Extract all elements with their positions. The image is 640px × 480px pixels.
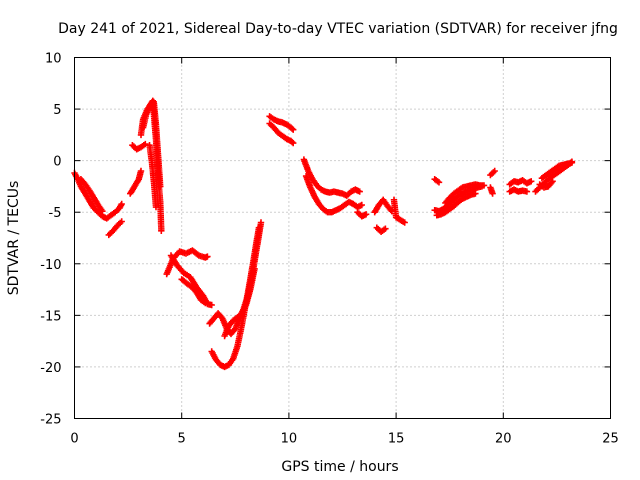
data-series-seg19 (354, 209, 370, 220)
data-series-seg11 (178, 276, 209, 307)
data-point (257, 219, 265, 226)
data-point (288, 138, 296, 146)
data-point (356, 188, 363, 195)
y-tick-label: -10 (40, 258, 61, 273)
data-series-seg23 (431, 176, 443, 186)
data-point (382, 225, 389, 232)
data-series-seg15 (266, 113, 297, 133)
y-tick-label: 5 (53, 103, 61, 118)
data-point (118, 200, 125, 208)
x-tick-label: 10 (281, 432, 298, 447)
x-tick-label: 20 (495, 432, 512, 447)
data-point (158, 227, 165, 234)
data-series-seg8 (146, 142, 160, 211)
data-series-seg26 (442, 181, 488, 207)
data-point (142, 140, 149, 148)
chart-title: Day 241 of 2021, Sidereal Day-to-day VTE… (58, 21, 618, 37)
data-point (137, 167, 145, 175)
data-point (528, 178, 535, 185)
data-point (290, 126, 297, 133)
y-tick-label: -20 (40, 361, 61, 376)
data-point (491, 167, 498, 175)
data-point (523, 188, 531, 195)
plot-frame (74, 57, 611, 419)
grid (74, 57, 611, 419)
data-point (549, 178, 556, 185)
data-series-seg25 (433, 190, 479, 219)
data-point (255, 224, 263, 231)
y-axis-label: SDTVAR / TECUs (6, 181, 22, 296)
data-point (401, 219, 408, 226)
data-point (202, 299, 209, 307)
y-tick-label: -25 (40, 413, 61, 428)
data-series-seg27 (487, 184, 496, 197)
data-point (480, 182, 488, 189)
data-point (99, 208, 106, 215)
data-point (251, 265, 258, 273)
data-point (548, 179, 555, 186)
y-tick-label: -15 (40, 309, 61, 324)
data-series-seg1 (71, 169, 125, 222)
data-points (71, 97, 576, 371)
x-tick-label: 5 (178, 432, 186, 447)
data-series-seg33 (536, 178, 556, 191)
x-tick-label: 15 (388, 432, 405, 447)
x-tick-label: 25 (602, 432, 619, 447)
data-series-seg29 (506, 177, 535, 188)
data-series-seg5 (129, 140, 149, 153)
data-point (152, 203, 160, 211)
data-point (290, 139, 297, 147)
data-series-seg2 (77, 176, 106, 215)
x-tick-label: 0 (70, 432, 78, 447)
x-axis-label: GPS time / hours (281, 459, 398, 475)
data-point (362, 211, 370, 218)
data-point (472, 190, 479, 197)
data-series-seg17 (300, 156, 363, 199)
y-tick-label: 10 (45, 52, 62, 67)
data-series-seg32 (538, 159, 576, 182)
data-point (568, 159, 576, 166)
data-point (118, 218, 125, 225)
data-series-seg28 (487, 167, 498, 179)
y-tick-label: 0 (53, 155, 61, 170)
data-series-seg13 (208, 224, 263, 371)
tick-labels: 0 5 10 15 20 25 -25 -20 -15 -10 -5 0 5 10 (40, 52, 619, 447)
data-series-seg7 (139, 97, 165, 234)
data-series-seg10 (167, 252, 215, 309)
data-point (435, 179, 443, 186)
data-point (489, 190, 496, 197)
data-point (358, 201, 365, 209)
data-series-seg18 (302, 172, 365, 216)
data-series-seg20 (371, 196, 395, 216)
y-tick-label: -5 (49, 206, 62, 221)
data-point (208, 301, 215, 309)
data-series-seg14 (221, 265, 258, 340)
data-point (204, 253, 211, 260)
data-series-seg4 (127, 167, 145, 197)
data-series-seg16 (266, 120, 297, 147)
data-series-seg21 (373, 224, 389, 235)
data-series-seg22 (390, 196, 408, 226)
data-series-seg30 (506, 186, 531, 195)
data-point (288, 125, 296, 132)
data-series-seg3 (105, 218, 125, 239)
